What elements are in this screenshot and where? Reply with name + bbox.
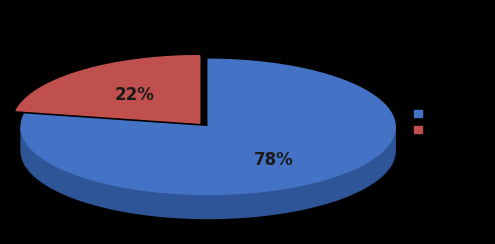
Polygon shape bbox=[16, 56, 200, 123]
Polygon shape bbox=[21, 59, 395, 194]
Text: 78%: 78% bbox=[254, 151, 294, 169]
Polygon shape bbox=[21, 127, 395, 218]
Text: 22%: 22% bbox=[114, 86, 154, 103]
Legend: , : , bbox=[410, 105, 433, 139]
